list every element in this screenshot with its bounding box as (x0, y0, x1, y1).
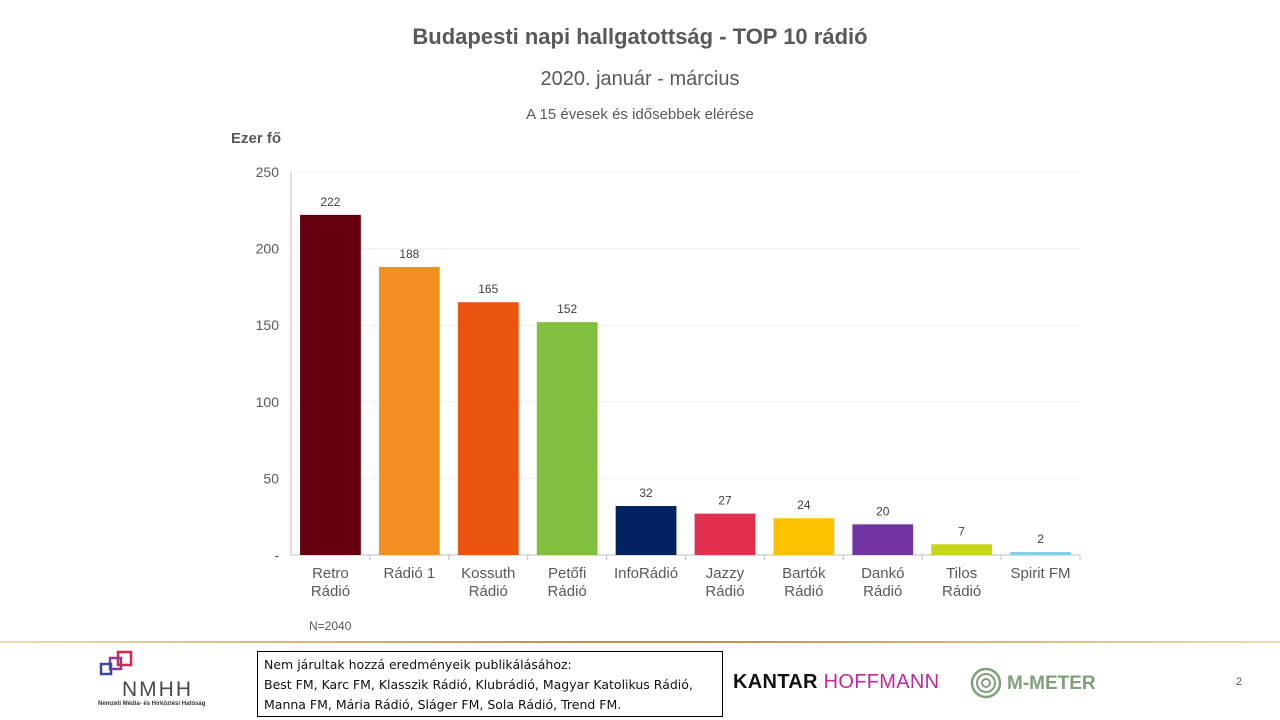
bar (694, 513, 756, 555)
sample-size-note: N=2040 (309, 619, 352, 633)
x-tick-label-line: Rádió 1 (383, 565, 435, 582)
y-tick-label: - (274, 547, 279, 563)
x-tick-label-line: Rádió (548, 583, 587, 600)
x-tick-label-line: Jazzy (706, 565, 745, 582)
m-meter-rings-icon (970, 667, 1002, 699)
x-tick-label-line: Rádió (863, 583, 902, 600)
kantar-hoffmann-logo: KANTAR HOFFMANN (733, 671, 939, 694)
data-label: 27 (718, 494, 732, 508)
x-tick-label: Petőfi Rádió (548, 565, 587, 600)
nmhh-fullname: Nemzeti Média- és Hírközlési Hatóság (98, 701, 206, 707)
y-tick-label: 250 (256, 164, 280, 180)
nmhh-logo: NMHH Nemzeti Média- és Hírközlési Hatósá… (98, 650, 248, 712)
y-tick-label: 200 (256, 241, 280, 257)
x-tick-label: Dankó Rádió (861, 565, 904, 600)
x-tick-label-line: Rádió (469, 583, 508, 600)
data-label: 222 (320, 195, 340, 209)
data-label: 24 (797, 498, 811, 512)
x-tick-label-line: Rádió (705, 583, 744, 600)
x-tick-label-line: InfoRádió (614, 565, 678, 582)
kantar-word: KANTAR (733, 671, 818, 693)
data-label: 7 (958, 524, 965, 538)
bar (300, 214, 361, 555)
x-tick-label-line: Spirit FM (1011, 565, 1071, 582)
data-label: 2 (1037, 532, 1044, 546)
x-tick-label: Kossuth Rádió (461, 565, 515, 600)
x-tick-label-line: Tilos (946, 565, 977, 582)
x-tick-label: Retro Rádió (311, 565, 350, 600)
x-tick-label-line: Rádió (784, 583, 823, 600)
footer-divider (0, 641, 1280, 643)
x-tick-label-line: Retro (312, 565, 349, 582)
data-label: 32 (639, 486, 653, 500)
x-tick-label-line: Rádió (311, 583, 350, 600)
box-line: Nem járultak hozzá eredményeik publikálá… (264, 657, 572, 672)
x-tick-label: Spirit FM (1011, 565, 1071, 582)
bar (773, 518, 835, 555)
page-number: 2 (1236, 676, 1243, 688)
bar (931, 544, 993, 555)
bar (615, 505, 677, 555)
bar (378, 266, 440, 555)
chart-subtitle: 2020. január - március (540, 68, 740, 90)
x-tick-label: Tilos Rádió (942, 565, 981, 600)
y-tick-label: 100 (256, 394, 280, 410)
box-line: Manna FM, Mária Rádió, Sláger FM, Sola R… (264, 697, 622, 712)
m-meter-logo: M-METER (969, 666, 1099, 700)
chart-title: Budapesti napi hallgatottság - TOP 10 rá… (412, 24, 868, 49)
bar (852, 524, 914, 555)
box-line: Best FM, Karc FM, Klasszik Rádió, Klubrá… (264, 677, 693, 692)
y-tick-label: 150 (256, 317, 280, 333)
y-tick-label: 50 (263, 470, 279, 486)
nmhh-wordmark: NMHH (122, 678, 193, 701)
non-participants-box: Nem járultak hozzá eredményeik publikálá… (257, 651, 723, 717)
bar (457, 302, 519, 555)
data-label: 188 (399, 247, 419, 261)
y-axis-label: Ezer fő (231, 130, 282, 147)
x-tick-label-line: Petőfi (548, 565, 586, 582)
chart-subsubtitle: A 15 évesek és idősebbek elérése (526, 106, 754, 123)
bar (1010, 551, 1071, 555)
x-tick-label: Jazzy Rádió (705, 565, 744, 600)
m-meter-word: M-METER (1007, 673, 1096, 694)
x-tick-label: Rádió 1 (383, 565, 435, 582)
x-tick-label-line: Kossuth (461, 565, 515, 582)
x-tick-label-line: Rádió (942, 583, 981, 600)
data-label: 152 (557, 302, 577, 316)
x-tick-label-line: Bartók (782, 565, 826, 582)
x-tick-label: InfoRádió (614, 565, 678, 582)
data-label: 165 (478, 282, 498, 296)
x-tick-label: Bartók Rádió (782, 565, 826, 600)
data-label: 20 (876, 504, 890, 518)
nmhh-squares-icon (99, 650, 133, 676)
x-tick-label-line: Dankó (861, 565, 904, 582)
bar (536, 322, 598, 555)
hoffmann-word: HOFFMANN (817, 671, 940, 693)
